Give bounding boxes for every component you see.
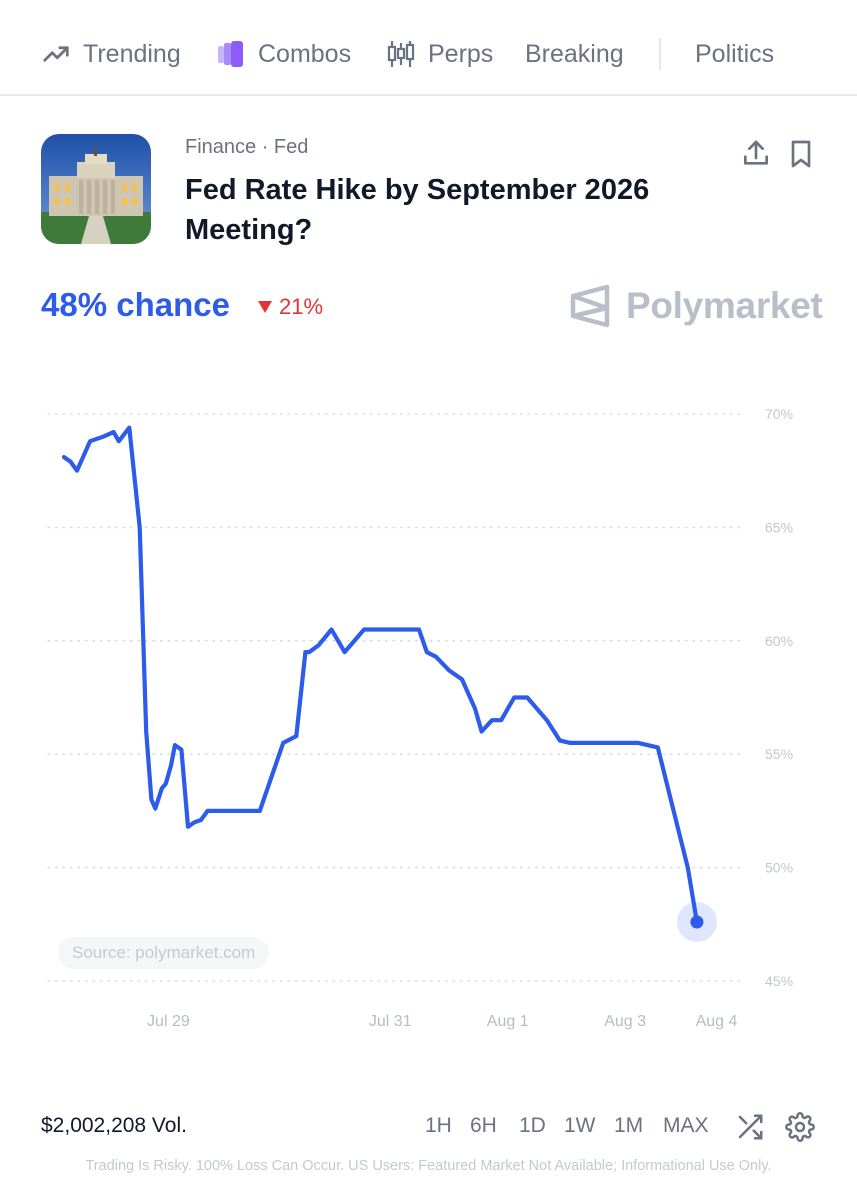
share-button[interactable]: [740, 138, 772, 170]
x-tick-label: Aug 1: [487, 1013, 529, 1030]
range-max-button[interactable]: MAX: [663, 1114, 709, 1137]
nav-tab-label: Combos: [258, 39, 352, 68]
x-tick-label: Jul 31: [369, 1013, 412, 1030]
x-tick-label: Aug 3: [604, 1013, 646, 1030]
nav-tab-breaking[interactable]: Breaking: [525, 36, 624, 72]
brand-watermark: Polymarket: [570, 284, 823, 328]
trending-up-icon: [43, 46, 69, 62]
candlestick-icon: [387, 41, 415, 67]
y-tick-label: 70%: [765, 406, 793, 422]
bookmark-button[interactable]: [785, 138, 817, 170]
chance-change-value: 21%: [279, 294, 324, 319]
nav-tab-label: Perps: [428, 39, 494, 68]
settings-button[interactable]: [785, 1112, 815, 1142]
nav-tab-label: Breaking: [525, 39, 624, 68]
nav-tab-label: Politics: [695, 39, 775, 68]
range-1m-button[interactable]: 1M: [614, 1114, 644, 1137]
x-tick-label: Jul 29: [147, 1013, 190, 1030]
brand-name: Polymarket: [626, 285, 823, 326]
range-1w-button[interactable]: 1W: [564, 1114, 596, 1137]
shuffle-icon: [738, 1114, 763, 1140]
bookmark-icon: [791, 140, 811, 168]
nav-tab-trending[interactable]: Trending: [41, 36, 181, 72]
triangle-down-icon: [258, 301, 272, 313]
range-1h-button[interactable]: 1H: [425, 1114, 452, 1137]
y-tick-label: 65%: [765, 519, 793, 535]
share-icon: [744, 140, 768, 165]
y-tick-label: 50%: [765, 860, 793, 876]
shuffle-button[interactable]: [735, 1112, 765, 1142]
nav-tab-perps[interactable]: Perps: [386, 36, 493, 72]
nav-divider: [659, 38, 661, 70]
gear-icon: [785, 1112, 815, 1142]
market-category: Finance · Fed: [185, 136, 309, 158]
range-1d-button[interactable]: 1D: [519, 1114, 546, 1137]
price-chart: 70% 65% 60% 55% 50% 45% Jul 29 Jul 31 Aug 1 Aug 3…: [47, 406, 793, 1030]
series-line: [61, 425, 699, 925]
y-tick-label: 60%: [765, 633, 793, 649]
market-thumbnail: [41, 134, 151, 244]
nav-tab-combos[interactable]: Combos: [216, 36, 351, 72]
x-tick-label: Aug 4: [696, 1013, 738, 1030]
y-tick-label: 55%: [765, 746, 793, 762]
volume-value: $2,002,208 Vol.: [41, 1114, 187, 1137]
market-title: Fed Rate Hike by September 2026 Meeting?: [185, 174, 650, 246]
top-nav: Trending Combos Perps Breaking Politics: [0, 0, 857, 96]
range-6h-button[interactable]: 6H: [470, 1114, 497, 1137]
chance-value: 48% chance: [41, 286, 230, 323]
polymarket-logo-icon: [570, 284, 610, 328]
chance-change: 21%: [258, 294, 323, 320]
y-tick-label: 45%: [765, 973, 793, 989]
nav-tab-label: Trending: [83, 39, 181, 68]
nav-tab-politics[interactable]: Politics: [695, 36, 774, 72]
last-point: [690, 915, 704, 929]
source-label: Source: polymarket.com: [58, 937, 270, 969]
risk-disclaimer: Trading Is Risky. 100% Loss Can Occur. U…: [85, 1158, 772, 1174]
combos-icon: [218, 41, 243, 67]
